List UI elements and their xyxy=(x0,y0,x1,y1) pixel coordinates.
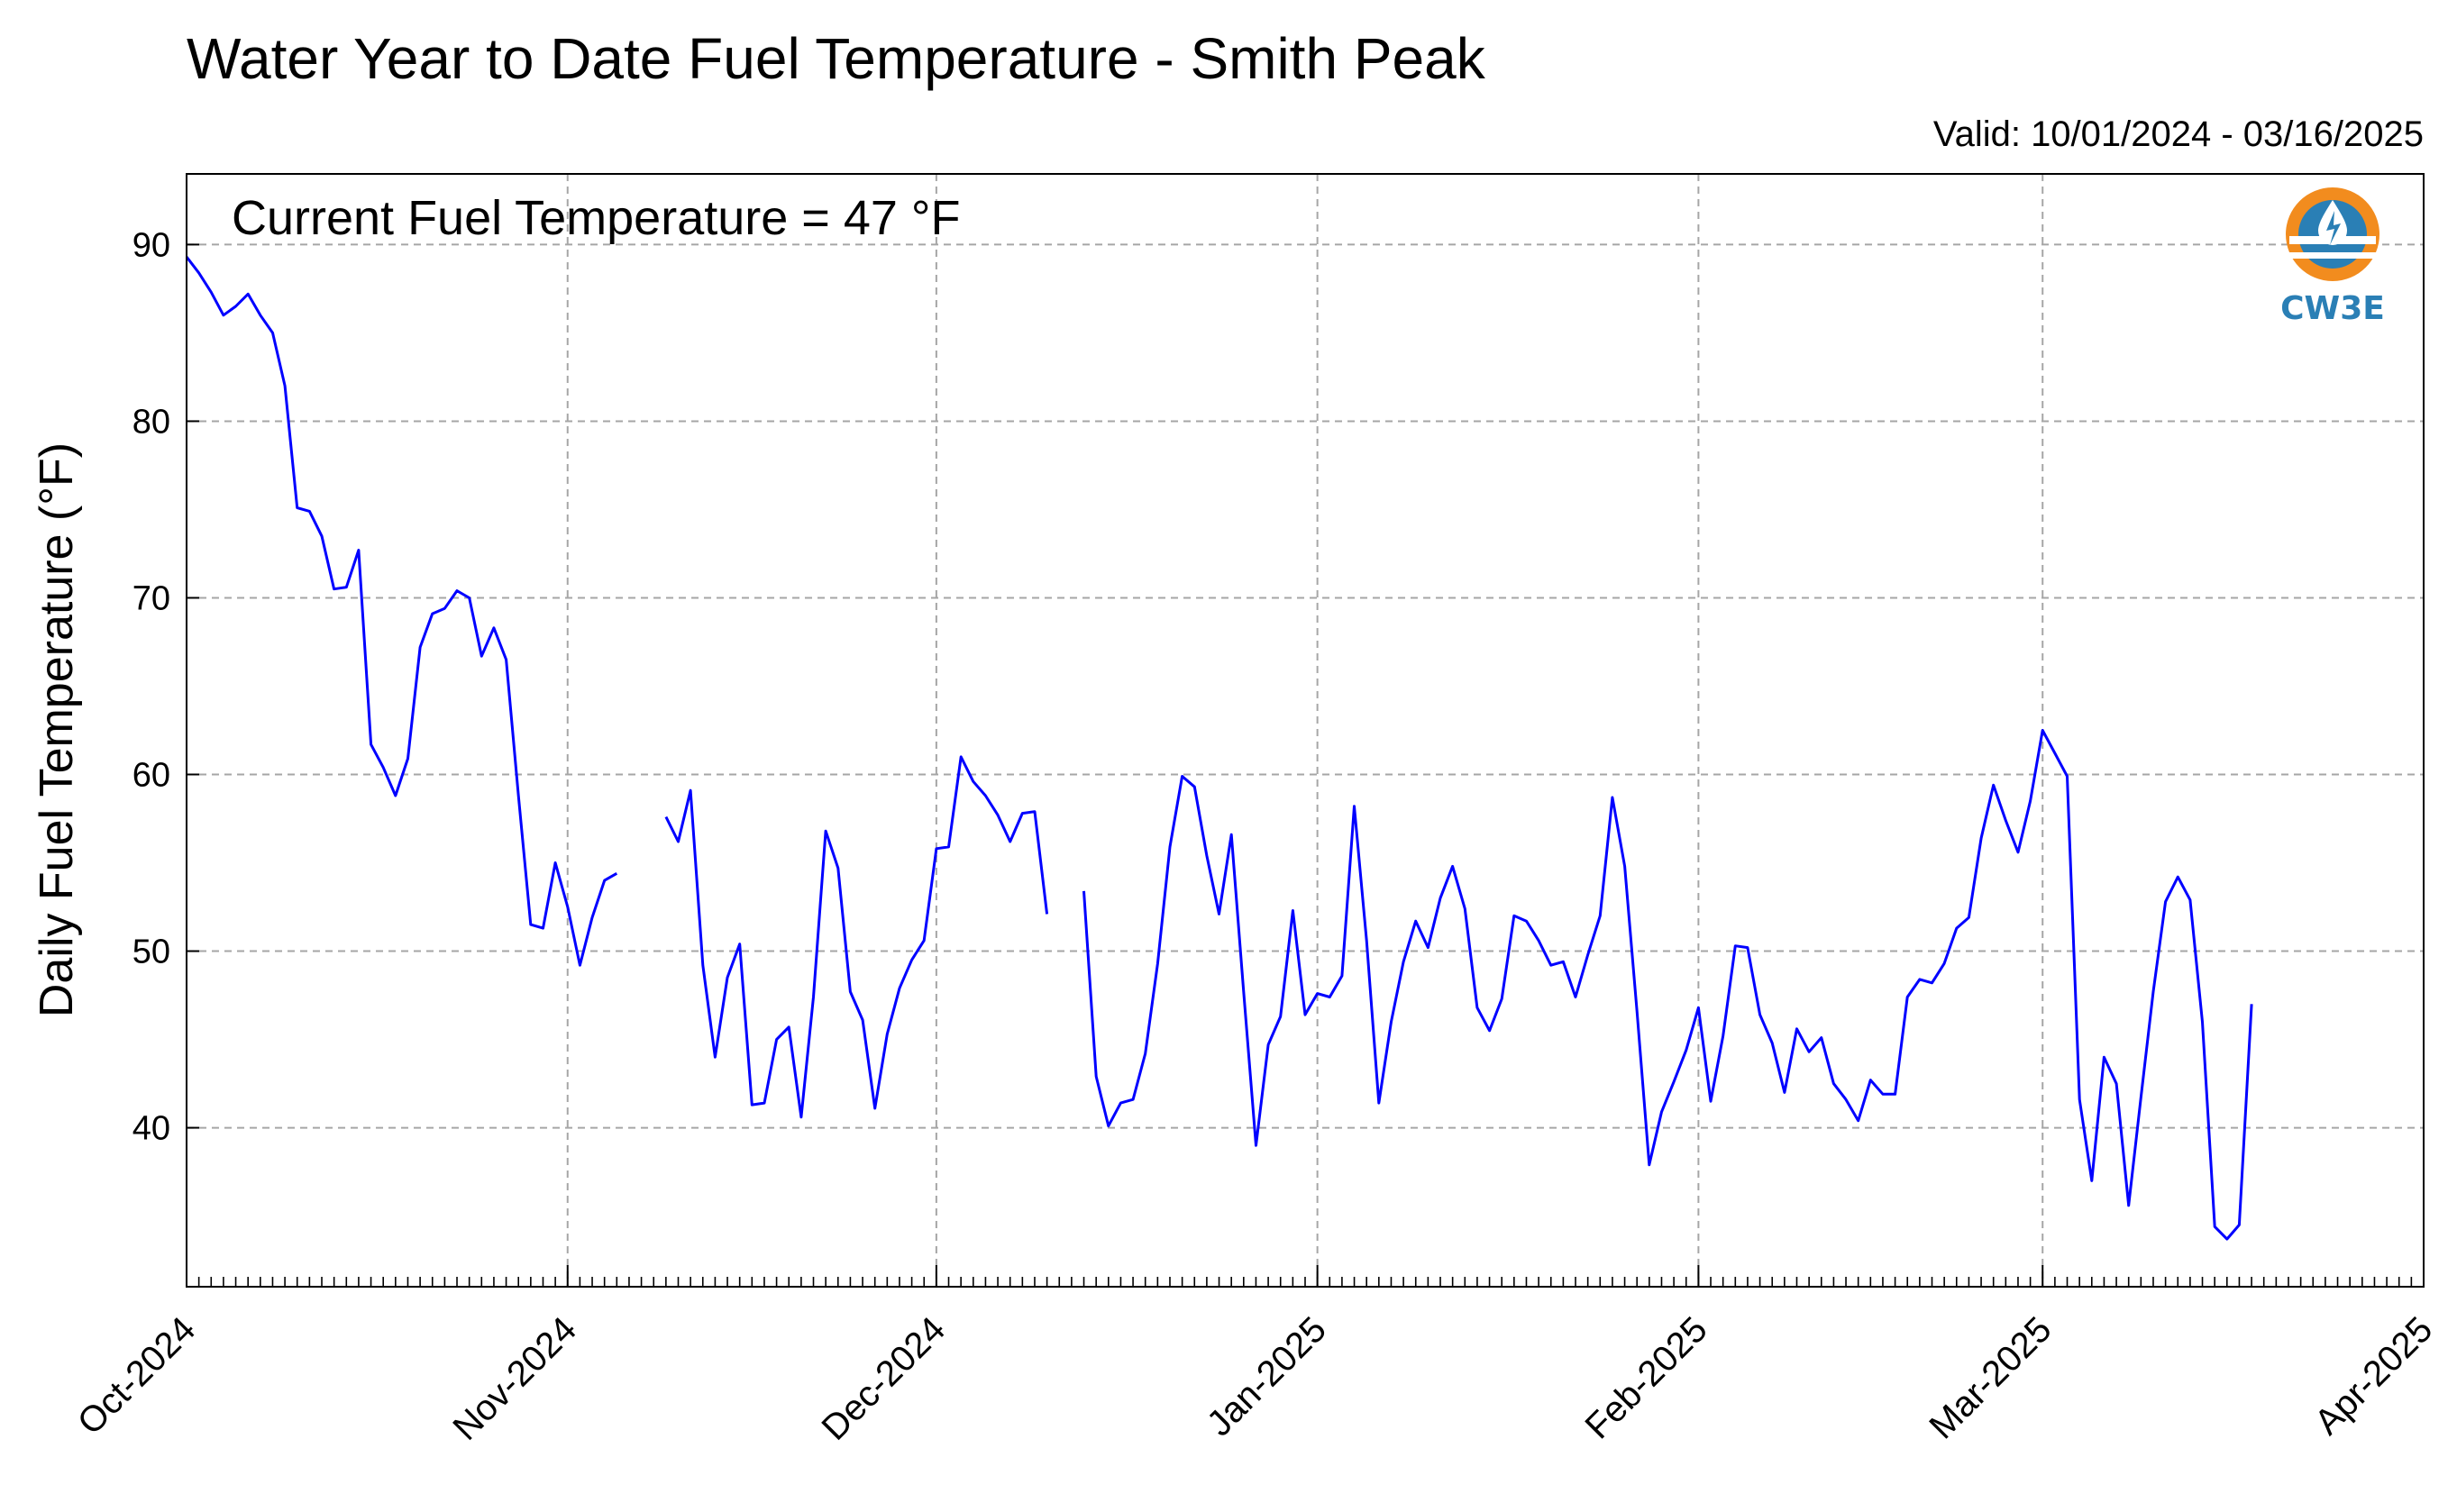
x-tick-label: Feb-2025 xyxy=(1578,1309,1715,1446)
x-tick-label: Mar-2025 xyxy=(1922,1309,2059,1446)
x-tick-label: Oct-2024 xyxy=(70,1309,203,1442)
y-tick-label: 60 xyxy=(132,757,170,795)
y-tick-label: 40 xyxy=(132,1110,170,1148)
x-tick-label: Nov-2024 xyxy=(445,1309,584,1448)
axes: 40 50 60 70 80 90 Oct-2024 Nov-2024 Dec-2024 Jan-… xyxy=(70,226,2440,1448)
chart-title: Water Year to Date Fuel Temperature - Sm… xyxy=(187,26,1486,91)
logo-text: CW3E xyxy=(2280,290,2385,327)
cw3e-logo: CW3E xyxy=(2280,187,2385,327)
y-tick-label: 90 xyxy=(132,226,170,264)
y-tick-label: 70 xyxy=(132,579,170,617)
x-tick-label: Apr-2025 xyxy=(2307,1309,2440,1442)
y-tick-label: 50 xyxy=(132,934,170,971)
series-line xyxy=(185,256,2253,1241)
chart-subtitle: Valid: 10/01/2024 - 03/16/2025 xyxy=(1933,114,2424,154)
grid-lines xyxy=(187,174,2424,1287)
y-axis-label: Daily Fuel Temperature (°F) xyxy=(31,442,83,1017)
x-tick-label: Jan-2025 xyxy=(1200,1309,1334,1444)
y-tick-label: 80 xyxy=(132,403,170,441)
x-tick-label: Dec-2024 xyxy=(814,1309,953,1448)
plot-frame xyxy=(186,173,2425,1288)
current-fuel-temperature-annotation: Current Fuel Temperature = 47 °F xyxy=(232,191,960,245)
series-layer xyxy=(185,256,2253,1241)
